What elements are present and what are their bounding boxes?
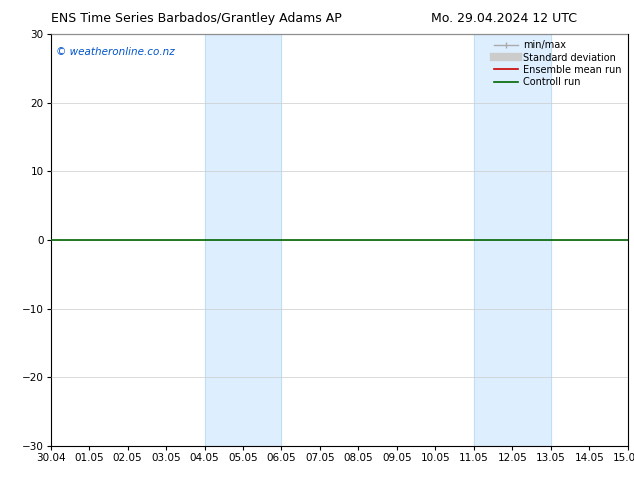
Bar <box>205 34 281 446</box>
Legend: min/max, Standard deviation, Ensemble mean run, Controll run: min/max, Standard deviation, Ensemble me… <box>491 37 624 90</box>
Text: © weatheronline.co.nz: © weatheronline.co.nz <box>56 47 175 57</box>
Text: ENS Time Series Barbados/Grantley Adams AP: ENS Time Series Barbados/Grantley Adams … <box>51 12 342 25</box>
Text: Mo. 29.04.2024 12 UTC: Mo. 29.04.2024 12 UTC <box>431 12 577 25</box>
Bar <box>474 34 551 446</box>
